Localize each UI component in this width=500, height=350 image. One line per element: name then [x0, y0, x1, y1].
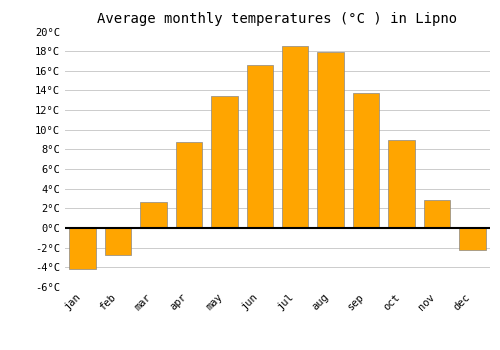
- Bar: [176, 141, 202, 228]
- Bar: [388, 140, 414, 228]
- Title: Average monthly temperatures (°C ) in Lipno: Average monthly temperatures (°C ) in Li…: [98, 12, 458, 26]
- Bar: [459, 228, 485, 250]
- Bar: [105, 228, 132, 254]
- Bar: [353, 93, 380, 228]
- Bar: [282, 46, 308, 228]
- Bar: [424, 199, 450, 228]
- Bar: [318, 52, 344, 228]
- Bar: [140, 203, 167, 228]
- Bar: [211, 96, 238, 228]
- Bar: [70, 228, 96, 269]
- Bar: [246, 65, 273, 228]
